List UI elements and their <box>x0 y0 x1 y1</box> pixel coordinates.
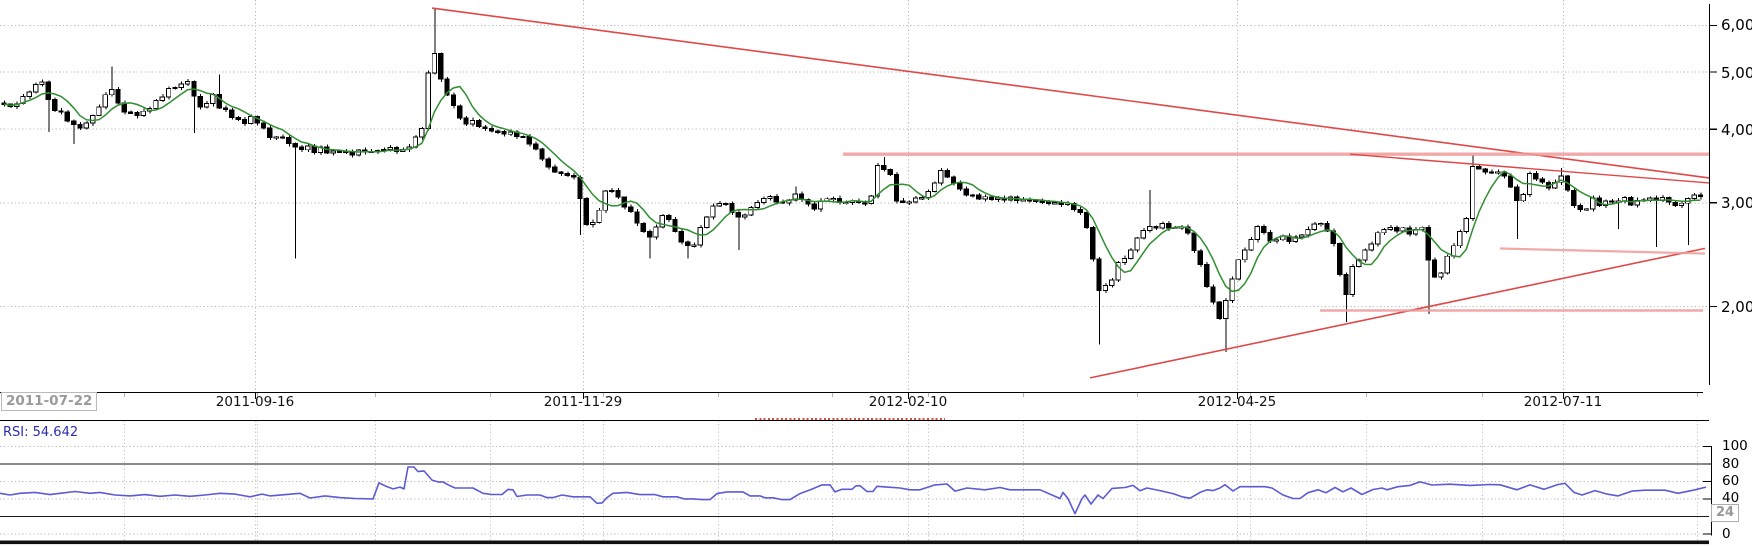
price-axis-label: 3,00 <box>1721 194 1752 212</box>
chart-start-date-box[interactable]: 2011-07-22 <box>1 392 98 411</box>
rsi-axis-label: 40 <box>1722 490 1740 506</box>
date-axis-label: 2011-11-29 <box>543 394 623 410</box>
trendlines <box>431 7 1710 420</box>
date-axis-label: 2011-09-16 <box>215 394 295 410</box>
rsi-axis-label: 80 <box>1722 456 1740 472</box>
gridlines <box>0 0 1709 542</box>
price-axis-label: 6,00 <box>1721 16 1752 34</box>
moving-average-line <box>3 85 1701 293</box>
rsi-axis-label: 100 <box>1722 438 1748 454</box>
axes <box>0 4 1717 545</box>
rsi-indicator-line <box>0 466 1707 515</box>
rsi-period-box[interactable]: 24 <box>1711 504 1740 522</box>
rsi-axis-label: 0 <box>1722 526 1731 542</box>
price-axis-label: 5,00 <box>1721 64 1752 82</box>
rsi-axis-label: 60 <box>1722 473 1740 489</box>
rsi-plot-area[interactable] <box>0 420 1709 542</box>
date-axis-label: 2012-02-10 <box>868 394 948 410</box>
date-axis-label: 2012-07-11 <box>1523 394 1603 410</box>
price-axis-label: 2,00 <box>1721 298 1752 316</box>
price-axis-label: 4,00 <box>1721 121 1752 139</box>
rsi-indicator-label[interactable]: RSI: 54.642 <box>3 425 79 440</box>
main-plot-area[interactable] <box>0 0 1709 392</box>
date-axis-label: 2012-04-25 <box>1197 394 1277 410</box>
